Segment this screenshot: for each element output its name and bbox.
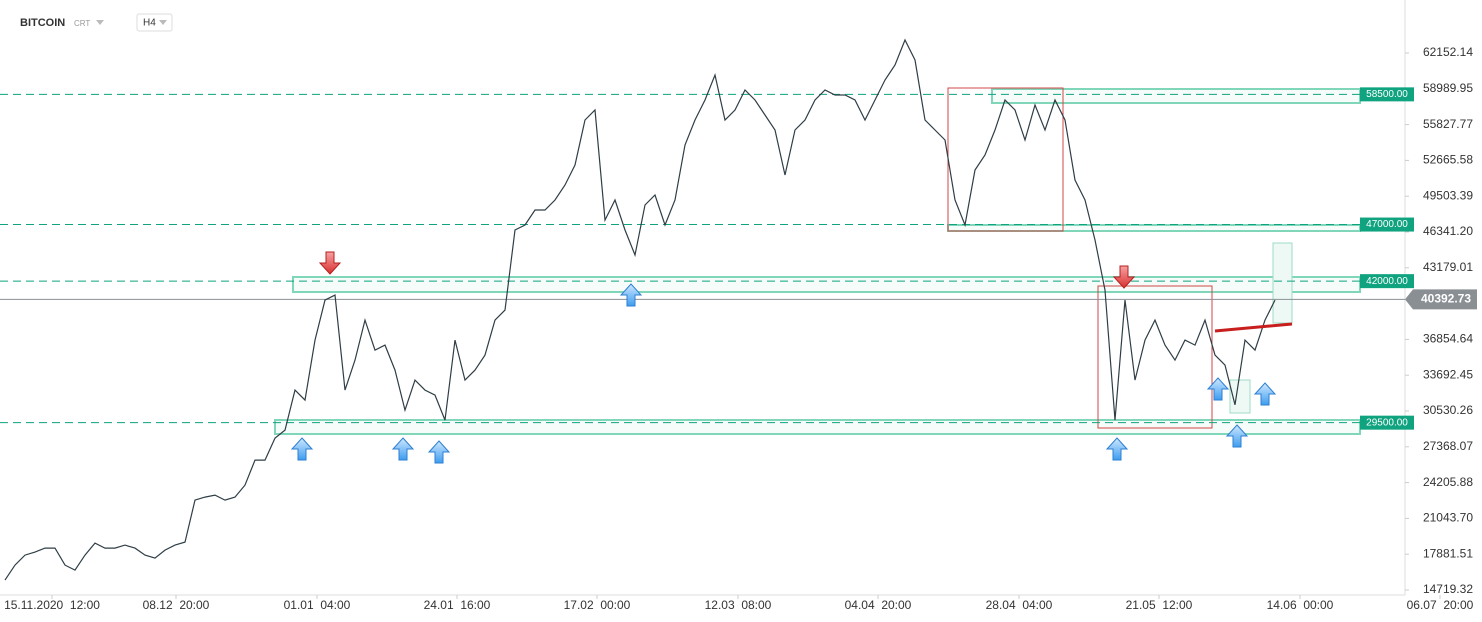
up-arrow	[1105, 437, 1129, 461]
up-arrow	[1253, 382, 1277, 406]
source: CRT	[74, 19, 90, 28]
up-arrow	[1225, 424, 1249, 448]
current-price-label: 40392.73	[1421, 292, 1471, 306]
y-tick-label: 36854.64	[1423, 332, 1473, 346]
y-tick-label: 52665.58	[1423, 153, 1473, 167]
zone	[292, 276, 1361, 293]
level-label: 58500.00	[1366, 89, 1408, 100]
symbol: BITCOIN	[20, 17, 65, 29]
level-label-bg	[1360, 87, 1414, 102]
down-arrow	[1112, 265, 1136, 289]
y-tick-label: 14719.32	[1423, 582, 1473, 596]
x-tick-label: 01.01 04:00	[284, 598, 351, 612]
y-tick-label: 58989.95	[1423, 81, 1473, 95]
y-tick-label: 33692.45	[1423, 367, 1473, 381]
up-arrow	[1206, 377, 1230, 401]
zone	[947, 224, 1361, 232]
x-tick-label: 21.05 12:00	[1126, 598, 1193, 612]
y-tick-label: 30530.26	[1423, 403, 1473, 417]
interval-select[interactable]	[136, 13, 173, 32]
zone	[274, 419, 1361, 435]
level-label-bg	[1360, 217, 1414, 232]
box	[1272, 242, 1293, 324]
x-tick-label: 12.03 08:00	[705, 598, 772, 612]
x-tick-label: 08.12 20:00	[143, 598, 210, 612]
annotations	[274, 87, 1361, 435]
up-arrow	[427, 440, 451, 464]
interval: H4	[143, 18, 156, 29]
x-tick-label: 06.07 20:00	[1407, 598, 1474, 612]
level-label: 47000.00	[1366, 219, 1408, 230]
up-arrow	[391, 437, 415, 461]
y-tick-label: 17881.51	[1423, 546, 1473, 560]
box	[1097, 285, 1213, 429]
price-line	[4, 38, 1276, 581]
y-tick-label: 27368.07	[1423, 439, 1473, 453]
y-tick-label: 49503.39	[1423, 188, 1473, 202]
current-price-bg	[1405, 289, 1477, 310]
box	[947, 87, 1064, 232]
y-tick-label: 55827.77	[1423, 117, 1473, 131]
header: BITCOIN CRT H4	[20, 13, 173, 32]
level-label-bg	[1360, 415, 1414, 430]
level-label-bg	[1360, 274, 1414, 289]
dropdown-arrow[interactable]	[96, 20, 104, 25]
y-tick-label: 62152.14	[1423, 45, 1473, 59]
up-arrow	[619, 283, 643, 307]
x-tick-label: 28.04 04:00	[986, 598, 1053, 612]
trendline	[1214, 322, 1293, 333]
x-tick-label: 24.01 16:00	[424, 598, 491, 612]
level-label: 29500.00	[1366, 417, 1408, 428]
down-arrow	[318, 251, 342, 275]
level-label: 42000.00	[1366, 276, 1408, 287]
arrows	[290, 251, 1277, 464]
up-arrow	[290, 437, 314, 461]
dropdown-arrow	[159, 20, 167, 25]
x-tick-label: 17.02 00:00	[564, 598, 631, 612]
x-tick-label: 04.04 20:00	[845, 598, 912, 612]
x-tick-label: 15.11.2020 12:00	[4, 598, 100, 612]
zone	[991, 88, 1361, 104]
y-tick-label: 46341.20	[1423, 224, 1473, 238]
x-tick-label: 14.06 00:00	[1267, 598, 1334, 612]
y-tick-label: 24205.88	[1423, 475, 1473, 489]
y-tick-label: 43179.01	[1423, 260, 1473, 274]
y-tick-label: 21043.70	[1423, 511, 1473, 525]
